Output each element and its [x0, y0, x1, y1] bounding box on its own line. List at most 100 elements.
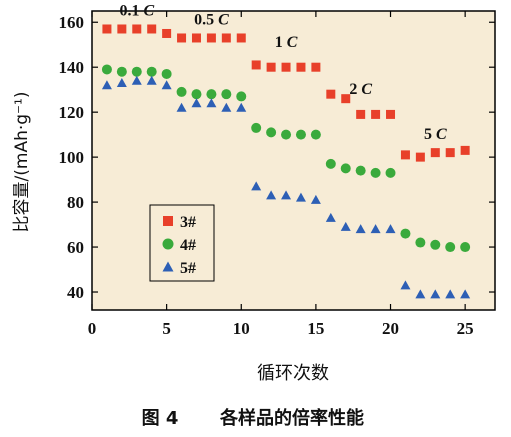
data-point-circle [355, 165, 366, 176]
y-tick-label: 80 [67, 193, 84, 212]
data-point-square [266, 62, 276, 72]
data-point-triangle [370, 224, 381, 234]
rate-label: 0.1 C [119, 2, 154, 19]
data-point-square [356, 109, 366, 119]
y-tick-label: 140 [59, 58, 85, 77]
data-point-square [311, 62, 321, 72]
data-point-circle [385, 167, 396, 178]
y-axis-label: 比容量/(mAh·g⁻¹) [12, 92, 32, 233]
data-point-circle [221, 89, 232, 100]
data-marks [101, 24, 471, 299]
data-point-triangle [266, 190, 277, 200]
data-point-square [162, 28, 172, 38]
rate-label: 2 C [349, 81, 372, 98]
data-point-triangle [206, 98, 217, 108]
x-tick-label: 15 [307, 319, 324, 338]
legend-label: 3# [180, 214, 196, 231]
y-tick-label: 120 [59, 103, 85, 122]
y-tick-label: 60 [67, 238, 84, 257]
data-point-triangle [445, 289, 456, 299]
data-point-triangle [310, 194, 321, 204]
rate-label: 0.5 C [194, 11, 229, 28]
data-point-square [177, 33, 187, 43]
figure-label: 图 4 [142, 408, 179, 429]
x-axis-label: 循环次数 [257, 363, 329, 384]
data-point-circle [415, 237, 426, 248]
data-point-square [400, 150, 410, 160]
data-point-circle [295, 129, 306, 140]
data-point-square [117, 24, 127, 34]
data-point-triangle [355, 224, 366, 234]
rate-annotations: 0.1 C 0.5 C 1 C 2 C 5 C [119, 2, 447, 143]
data-point-circle [340, 163, 351, 174]
data-point-triangle [415, 289, 426, 299]
data-point-triangle [460, 289, 471, 299]
data-point-circle [370, 167, 381, 178]
y-tick-label: 40 [67, 283, 84, 302]
data-point-triangle [281, 190, 292, 200]
data-point-circle [251, 122, 262, 133]
x-tick-label: 25 [457, 319, 474, 338]
data-point-triangle [251, 181, 262, 191]
data-point-square [445, 148, 455, 158]
legend-box [149, 204, 215, 282]
data-point-square [251, 60, 261, 70]
data-point-triangle [191, 98, 202, 108]
legend-label: 4# [180, 237, 196, 254]
data-point-circle [310, 129, 321, 140]
data-point-triangle [236, 102, 247, 112]
data-point-circle [266, 127, 277, 138]
legend-marker-circle [162, 238, 174, 250]
data-point-circle [400, 228, 411, 239]
data-point-circle [460, 242, 471, 253]
data-point-triangle [430, 289, 441, 299]
legend-marker-square [163, 216, 173, 226]
y-tick-label: 100 [59, 148, 85, 167]
axes: 0 5 10 15 20 25 40 60 80 100 120 140 160 [59, 11, 495, 338]
data-point-square [147, 24, 157, 34]
data-point-square [341, 94, 351, 104]
data-point-circle [146, 66, 157, 77]
data-point-square [102, 24, 112, 34]
data-point-triangle [400, 280, 411, 290]
data-point-circle [236, 91, 247, 102]
rate-label: 1 C [275, 34, 298, 51]
data-point-square [236, 33, 246, 43]
data-point-square [386, 109, 396, 119]
data-point-square [371, 109, 381, 119]
data-point-triangle [340, 221, 351, 231]
data-point-circle [281, 129, 292, 140]
data-point-circle [445, 242, 456, 253]
data-point-triangle [146, 75, 157, 85]
rate-label: 5 C [424, 126, 447, 143]
figure-caption: 各样品的倍率性能 [219, 407, 364, 429]
data-point-triangle [161, 80, 172, 90]
x-tick-label: 5 [162, 319, 171, 338]
data-point-square [415, 152, 425, 162]
data-point-square [296, 62, 306, 72]
x-tick-label: 20 [382, 319, 399, 338]
data-point-triangle [131, 75, 142, 85]
data-point-circle [176, 86, 187, 97]
data-point-square [221, 33, 231, 43]
data-point-circle [131, 66, 142, 77]
legend-marker-triangle [162, 261, 174, 272]
data-point-triangle [101, 80, 112, 90]
data-point-square [206, 33, 216, 43]
x-tick-label: 10 [233, 319, 250, 338]
data-point-square [191, 33, 201, 43]
data-point-square [132, 24, 142, 34]
data-point-circle [116, 66, 127, 77]
data-point-square [460, 145, 470, 155]
data-point-square [281, 62, 291, 72]
x-tick-label: 0 [88, 319, 97, 338]
data-point-triangle [385, 224, 396, 234]
y-tick-label: 160 [59, 13, 85, 32]
data-point-circle [101, 64, 112, 75]
data-point-triangle [325, 212, 336, 222]
plot-area [91, 10, 496, 311]
legend: 3# 4# 5# [162, 214, 196, 277]
data-point-triangle [116, 77, 127, 87]
data-point-triangle [221, 102, 232, 112]
